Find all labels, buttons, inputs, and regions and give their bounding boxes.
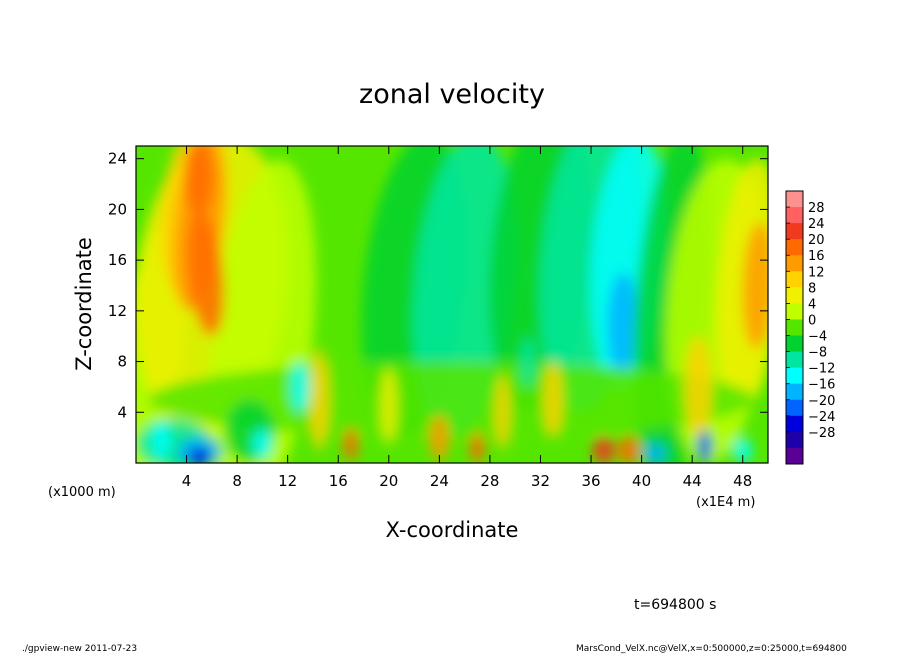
x-unit-left: (x1000 m) xyxy=(48,485,116,500)
colorbar-label: 16 xyxy=(808,249,825,264)
colorbar-swatch xyxy=(786,191,803,208)
chart-title: zonal velocity xyxy=(359,79,545,110)
y-axis-label: Z-coordinate xyxy=(72,237,96,371)
field-region xyxy=(607,272,638,375)
colorbar-swatch xyxy=(786,415,803,433)
colorbar-label: 24 xyxy=(808,217,825,232)
field-region xyxy=(641,442,667,463)
y-tick-label: 4 xyxy=(117,403,127,421)
colorbar-frame xyxy=(785,190,804,465)
field-region xyxy=(151,421,172,460)
field-region xyxy=(412,146,517,438)
plot-frame xyxy=(135,145,769,464)
field-region xyxy=(543,361,564,438)
y-axis-ticks: 4 8 12 16 20 24 xyxy=(108,150,768,421)
colorbar-label: 0 xyxy=(808,313,816,328)
x-tick-label: 40 xyxy=(632,472,651,490)
colorbar-label: −20 xyxy=(808,394,835,409)
colorbar-swatch xyxy=(786,255,803,272)
colorbar-swatch xyxy=(786,239,803,256)
field-region xyxy=(592,436,616,463)
field-region xyxy=(379,367,398,444)
field-region xyxy=(520,336,536,387)
colorbar-swatch xyxy=(786,319,803,336)
field-region xyxy=(697,430,713,463)
x-tick-label: 8 xyxy=(232,472,242,490)
x-axis-label: X-coordinate xyxy=(386,518,519,542)
colorbar-label: −8 xyxy=(808,346,827,361)
y-tick-label: 24 xyxy=(108,150,127,168)
field-region xyxy=(309,348,330,451)
colorbar-swatch xyxy=(786,367,803,385)
field-region xyxy=(617,436,641,463)
field-region xyxy=(429,414,450,461)
colorbar-label: −28 xyxy=(808,426,835,441)
x-tick-label: 48 xyxy=(733,472,752,490)
field-region xyxy=(343,427,359,461)
colorbar-label: 8 xyxy=(808,281,816,296)
field-region xyxy=(469,432,485,463)
colorbar-swatch xyxy=(786,223,803,240)
x-tick-label: 44 xyxy=(683,472,702,490)
colorbar-swatch xyxy=(786,351,803,369)
field-region xyxy=(187,447,211,463)
y-tick-label: 8 xyxy=(117,353,127,371)
colorbar-label: 4 xyxy=(808,297,816,312)
x-tick-label: 12 xyxy=(278,472,297,490)
colorbar-label: −24 xyxy=(808,410,835,425)
field-region xyxy=(184,146,215,216)
x-axis-ticks: 4 8 12 16 20 24 28 32 36 40 44 48 xyxy=(182,146,752,490)
colorbar-swatch xyxy=(786,447,803,465)
y-tick-label: 16 xyxy=(108,251,127,269)
x-tick-label: 20 xyxy=(379,472,398,490)
x-unit-right: (x1E4 m) xyxy=(696,495,755,510)
y-tick-label: 12 xyxy=(108,302,127,320)
colorbar-swatch xyxy=(786,399,803,417)
colorbar-swatch xyxy=(786,207,803,224)
colorbar-label: −12 xyxy=(808,362,835,377)
colorbar-label: 28 xyxy=(808,201,825,216)
colorbar-label: 20 xyxy=(808,233,825,248)
colorbar-swatch xyxy=(786,271,803,288)
footer-left: ./gpview-new 2011-07-23 xyxy=(22,644,137,654)
field-region xyxy=(252,428,273,460)
time-label: t=694800 s xyxy=(634,597,716,613)
colorbar-swatch xyxy=(786,383,803,401)
field-region xyxy=(186,209,225,336)
x-tick-label: 32 xyxy=(531,472,550,490)
x-tick-label: 24 xyxy=(430,472,449,490)
colorbar-swatch xyxy=(786,431,803,449)
field-region xyxy=(732,437,753,463)
x-tick-label: 28 xyxy=(480,472,499,490)
colorbar-label: 12 xyxy=(808,265,825,280)
field-region xyxy=(290,361,311,413)
colorbar-label: −16 xyxy=(808,378,835,393)
colorbar-swatch xyxy=(786,303,803,320)
field-region xyxy=(684,336,713,438)
field-region xyxy=(742,222,768,349)
x-tick-label: 36 xyxy=(581,472,600,490)
field-region xyxy=(494,374,511,451)
colorbar-swatch xyxy=(786,335,803,352)
x-tick-label: 4 xyxy=(182,472,192,490)
y-tick-label: 20 xyxy=(108,200,127,218)
footer-right: MarsCond_VelX.nc@VelX,x=0:500000,z=0:250… xyxy=(576,644,847,654)
x-tick-label: 16 xyxy=(329,472,348,490)
colorbar-label: −4 xyxy=(808,330,827,345)
colorbar-swatch xyxy=(786,287,803,304)
heatmap-field xyxy=(136,146,768,463)
